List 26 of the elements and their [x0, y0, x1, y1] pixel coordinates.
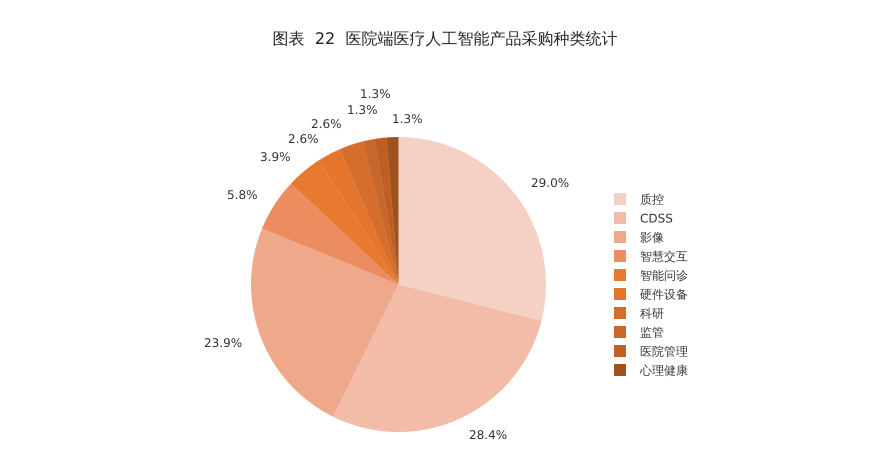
data-label: 3.9% — [260, 150, 290, 164]
legend-label: 科研 — [640, 306, 664, 321]
legend-label: 影像 — [640, 230, 664, 245]
pie-slice — [340, 141, 398, 284]
legend-label: 硬件设备 — [640, 288, 688, 302]
pie-slice — [386, 137, 398, 284]
legend-label: 质控 — [640, 192, 664, 207]
legend-label: 智慧交互 — [640, 250, 688, 264]
pie-slice — [251, 228, 398, 417]
pie-slice — [262, 183, 398, 284]
pie-slice — [332, 284, 542, 432]
data-label: 1.3% — [360, 87, 390, 101]
data-label: 29.0% — [531, 176, 570, 190]
data-label: 23.9% — [204, 336, 242, 350]
data-label: 5.8% — [227, 188, 258, 202]
legend-label: 心理健康 — [639, 364, 688, 378]
data-label: 2.6% — [288, 132, 318, 146]
legend-label: CDSS — [640, 212, 673, 226]
data-label: 2.6% — [311, 117, 342, 131]
data-label: 28.4% — [469, 428, 508, 442]
data-label: 1.3% — [392, 112, 422, 126]
chart-title: 图表 22 医院端医疗人工智能产品采购种类统计 — [272, 29, 618, 48]
legend-label: 监管 — [640, 326, 664, 340]
legend-label: 智能问诊 — [640, 268, 688, 283]
data-label: 1.3% — [347, 103, 378, 117]
legend-label: 医院管理 — [640, 344, 688, 359]
